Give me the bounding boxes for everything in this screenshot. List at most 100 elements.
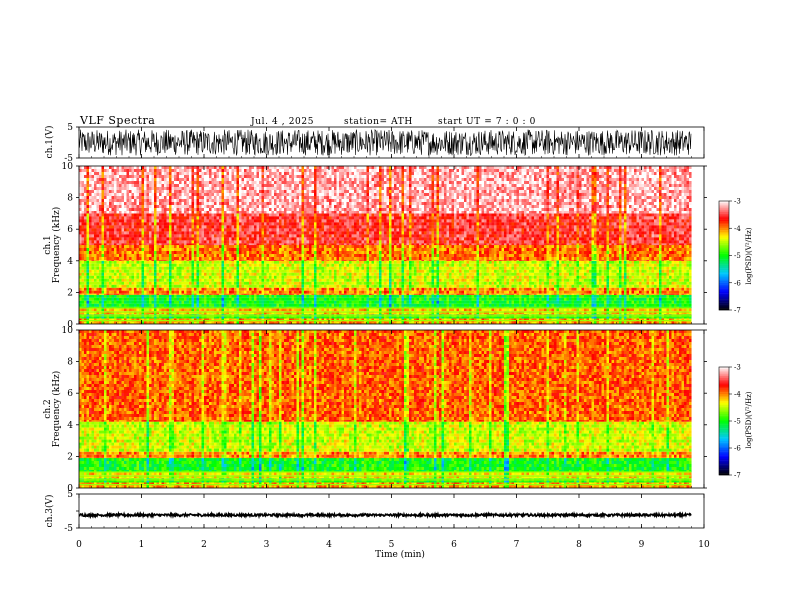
- spectrogram-cell: [331, 290, 335, 294]
- spectrogram-cell: [334, 317, 337, 319]
- spectrogram-cell: [101, 300, 105, 304]
- spectrogram-cell: [369, 263, 372, 267]
- spectrogram-cell: [261, 308, 265, 312]
- spectrogram-cell: [551, 290, 555, 294]
- spectrogram-cell: [239, 300, 242, 304]
- spectrogram-cell: [94, 263, 97, 267]
- spectrogram-cell: [229, 287, 232, 291]
- spectrogram-cell: [204, 303, 207, 307]
- spectrogram-cell: [286, 260, 290, 264]
- spectrogram-cell: [399, 263, 402, 267]
- spectrogram-cell: [309, 287, 312, 291]
- spectrogram-cell: [294, 300, 297, 304]
- spectrogram-cell: [191, 263, 195, 267]
- spectrogram-cell: [499, 297, 502, 301]
- spectrogram-cell: [269, 308, 272, 312]
- spectrogram-cell: [561, 311, 565, 315]
- spectrogram-cell: [284, 303, 287, 307]
- spectrogram-cell: [384, 260, 387, 264]
- spectrogram-cell: [116, 266, 120, 270]
- spectrogram-cell: [439, 266, 442, 270]
- spectrogram-cell: [411, 293, 415, 295]
- spectrogram-cell: [214, 287, 217, 291]
- spectrogram-cell: [126, 308, 130, 312]
- spectrogram-cell: [406, 290, 410, 294]
- spectrogram-cell: [476, 290, 480, 294]
- spectrogram-cell: [306, 303, 310, 307]
- spectrogram-cell: [554, 287, 557, 291]
- spectrogram-cell: [604, 300, 607, 304]
- spectrogram-cell: [211, 294, 215, 298]
- spectrogram-cell: [166, 275, 170, 279]
- spectrogram-cell: [581, 308, 585, 312]
- spectrogram-cell: [476, 300, 480, 304]
- spectrogram-cell: [104, 321, 107, 325]
- spectrogram-cell: [671, 272, 675, 276]
- spectrogram-cell: [599, 287, 602, 291]
- spectrogram-cell: [544, 321, 547, 325]
- spectrogram-cell: [431, 311, 435, 315]
- spectrogram-cell: [404, 311, 407, 315]
- spectrogram-cell: [544, 294, 547, 298]
- spectrogram-cell: [81, 290, 85, 294]
- spectrogram-cell: [194, 272, 197, 276]
- spectrogram-cell: [389, 272, 392, 276]
- spectrogram-cell: [484, 290, 487, 294]
- spectrogram-cell: [239, 308, 242, 312]
- spectrogram-cell: [399, 300, 402, 304]
- spectrogram-cell: [571, 317, 575, 319]
- spectrogram-cell: [429, 287, 432, 291]
- spectrogram-cell: [521, 303, 525, 307]
- spectrogram-cell: [436, 297, 440, 301]
- spectrogram-cell: [674, 260, 677, 264]
- spectrogram-cell: [359, 272, 362, 276]
- spectrogram-cell: [326, 317, 330, 319]
- spectrogram-cell: [206, 260, 210, 264]
- spectrogram-cell: [96, 266, 100, 270]
- spectrogram-cell: [291, 293, 295, 295]
- spectrogram-cell: [466, 303, 470, 307]
- spectrogram-cell: [669, 294, 672, 298]
- spectrogram-cell: [591, 311, 595, 315]
- spectrogram-cell: [94, 293, 97, 295]
- spectrogram-cell: [676, 303, 680, 307]
- spectrogram-cell: [556, 287, 560, 291]
- spectrogram-cell: [516, 294, 520, 298]
- spectrogram-cell: [561, 321, 565, 325]
- spectrogram-cell: [401, 272, 405, 276]
- spectrogram-cell: [346, 308, 350, 312]
- spectrogram-cell: [606, 260, 610, 264]
- spectrogram-cell: [491, 294, 495, 298]
- spectrogram-cell: [284, 269, 287, 273]
- spectrogram-cell: [189, 294, 192, 298]
- spectrogram-cell: [374, 303, 377, 307]
- spectrogram-cell: [546, 321, 550, 325]
- spectrogram-cell: [441, 290, 445, 294]
- spectrogram-cell: [319, 300, 322, 304]
- spectrogram-cell: [376, 266, 380, 270]
- spectrogram-cell: [399, 269, 402, 273]
- spectrogram-cell: [479, 297, 482, 301]
- spectrogram-cell: [474, 308, 477, 312]
- spectrogram-cell: [271, 266, 275, 270]
- spectrogram-cell: [506, 321, 510, 325]
- spectrogram-cell: [146, 297, 150, 301]
- spectrogram-cell: [639, 303, 642, 307]
- spectrogram-cell: [524, 269, 527, 273]
- spectrogram-cell: [364, 321, 367, 325]
- spectrogram-cell: [306, 293, 310, 295]
- spectrogram-cell: [129, 269, 132, 273]
- spectrogram-cell: [204, 308, 207, 312]
- spectrogram-cell: [366, 308, 370, 312]
- spectrogram-cell: [536, 293, 540, 295]
- spectrogram-cell: [589, 290, 592, 294]
- spectrogram-cell: [341, 293, 345, 295]
- spectrogram-cell: [119, 297, 122, 301]
- spectrogram-cell: [259, 308, 262, 312]
- spectrogram-cell: [364, 300, 367, 304]
- spectrogram-cell: [654, 303, 657, 307]
- spectrogram-cell: [274, 294, 277, 298]
- spectrogram-cell: [424, 321, 427, 325]
- spectrogram-cell: [136, 308, 140, 312]
- spectrogram-cell: [346, 303, 350, 307]
